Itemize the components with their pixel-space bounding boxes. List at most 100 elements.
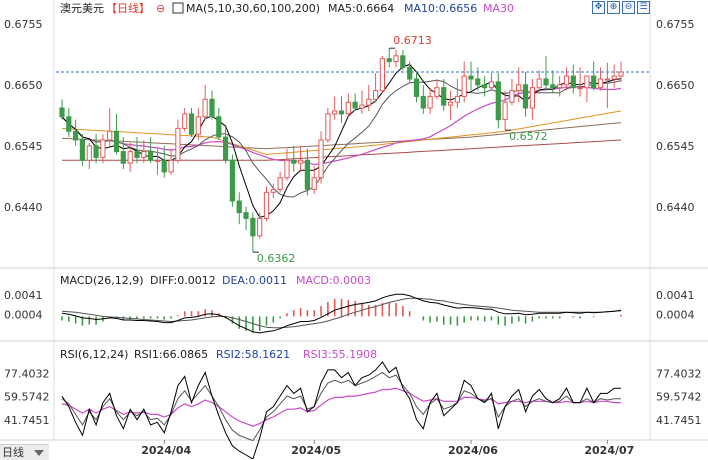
y-tick-right-1: 0.6650 — [656, 79, 695, 92]
candlesticks — [59, 48, 624, 253]
candle-body — [311, 177, 317, 190]
rsi1-value: RSI1:66.0865 — [134, 348, 208, 361]
macd-y-tick-right-0: 0.0041 — [656, 289, 695, 302]
candle-body — [86, 145, 92, 161]
candle-body — [277, 177, 283, 190]
candle-body — [291, 159, 297, 164]
candle-body — [509, 90, 515, 103]
rsi3-value: RSI3:55.1908 — [303, 348, 377, 361]
candle-body — [475, 78, 481, 86]
main-y-axis: 0.6755 0.6755 0.6650 0.6650 0.6545 0.6545 0.64… — [4, 18, 695, 214]
candle-body — [236, 200, 242, 214]
candle-body — [604, 78, 610, 81]
candle-type-icon[interactable] — [172, 2, 184, 14]
y-tick-right-3: 0.6440 — [656, 201, 695, 214]
settings-icon[interactable]: ⊖ — [156, 2, 165, 15]
macd-macd-value: MACD:0.0003 — [296, 274, 371, 287]
chart-list-icon[interactable]: ☰ — [637, 1, 650, 14]
price-annotation-label: 0.6362 — [257, 252, 296, 265]
candle-body — [393, 55, 399, 63]
macd-lines — [61, 293, 622, 334]
candle-body — [59, 107, 65, 118]
symbol-label: 澳元美元 — [60, 2, 104, 15]
candle-body — [584, 75, 590, 89]
macd-y-tick-left-0: 0.0041 — [4, 289, 43, 302]
macd-histogram — [61, 298, 622, 333]
candle-body — [529, 87, 535, 109]
candle-body — [557, 84, 563, 89]
rsi-y-axis: 77.4032 77.4032 59.5742 59.5742 41.7451 41.74… — [4, 367, 702, 427]
candle-body — [120, 151, 126, 164]
period-collapse-label: 日线 — [2, 446, 24, 459]
y-tick-left-2: 0.6545 — [4, 140, 43, 153]
ma-line-ma100 — [61, 110, 622, 156]
candle-body — [482, 84, 488, 89]
candle-body — [188, 113, 195, 135]
candle-body — [284, 159, 290, 179]
candle-body — [209, 98, 215, 118]
candle-body — [318, 139, 324, 179]
macd-y-axis: 0.0041 0.0041 0.0004 0.0004 — [4, 289, 695, 321]
candle-body — [543, 78, 549, 86]
candle-body — [134, 151, 140, 158]
ma-line-ma60 — [61, 122, 622, 150]
macd-diff-line — [61, 293, 622, 334]
x-tick-label: 2024/05 — [291, 444, 341, 457]
candle-body — [175, 127, 181, 161]
rsi1-line — [61, 361, 621, 459]
y-tick-left-0: 0.6755 — [4, 18, 43, 31]
rsi2-line — [61, 371, 621, 442]
candle-body — [352, 101, 358, 109]
candle-body — [591, 75, 597, 89]
move-icon[interactable]: ✥ — [592, 1, 605, 14]
candle-body — [100, 139, 106, 158]
candle-body — [461, 75, 467, 97]
candle-body — [113, 130, 120, 153]
candle-body — [154, 159, 161, 162]
ma-params-label: MA(5,10,30,60,100,200) — [186, 2, 320, 15]
candle-body — [563, 75, 570, 86]
candle-body — [216, 116, 222, 138]
x-tick-label: 2024/04 — [141, 444, 191, 457]
candle-body — [148, 151, 154, 161]
price-annotation-label: 0.6572 — [509, 130, 548, 143]
macd-dea-value: DEA:0.0011 — [222, 274, 287, 287]
macd-diff-value: DIFF:0.0012 — [150, 274, 216, 287]
candle-body — [373, 90, 379, 100]
macd-y-tick-right-1: 0.0004 — [656, 308, 695, 321]
candle-body — [420, 95, 426, 109]
zoom-out-icon[interactable]: ⊖ — [622, 1, 635, 14]
rsi-y-tick-left-0: 77.4032 — [4, 367, 50, 380]
y-tick-right-2: 0.6545 — [656, 140, 695, 153]
zoom-in-icon[interactable]: ⊕ — [607, 1, 620, 14]
rsi-y-tick-right-2: 41.7451 — [656, 414, 702, 427]
rsi-y-tick-right-1: 59.5742 — [656, 391, 702, 404]
ma10-value: MA10:0.6656 — [404, 2, 477, 15]
ma30-label: MA30 — [483, 2, 514, 15]
candle-body — [516, 84, 522, 92]
candle-body — [73, 130, 79, 141]
rsi2-value: RSI2:58.1621 — [216, 348, 290, 361]
candle-body — [359, 104, 365, 109]
y-tick-left-3: 0.6440 — [4, 201, 43, 214]
triangle-down-icon — [34, 450, 44, 456]
candle-body — [345, 101, 351, 115]
period-collapse-tab[interactable]: 日线 — [0, 444, 49, 460]
x-tick-label: 2024/06 — [448, 444, 498, 457]
candle-body — [270, 188, 276, 193]
candle-body — [441, 87, 447, 106]
candle-body — [502, 101, 508, 121]
macd-y-tick-left-1: 0.0004 — [4, 308, 43, 321]
candle-body — [468, 75, 474, 80]
candle-body — [298, 159, 304, 164]
candle-body — [618, 71, 624, 77]
rsi-y-tick-right-0: 77.4032 — [656, 367, 702, 380]
ma5-value: MA5:0.6664 — [328, 2, 394, 15]
rsi-title: RSI(6,12,24) — [60, 348, 128, 361]
candle-body — [168, 159, 174, 173]
candle-body — [79, 139, 86, 161]
candle-body — [577, 87, 583, 90]
x-tick-label: 2024/07 — [584, 444, 634, 457]
period-tab[interactable]: 【日线】 — [106, 1, 150, 15]
